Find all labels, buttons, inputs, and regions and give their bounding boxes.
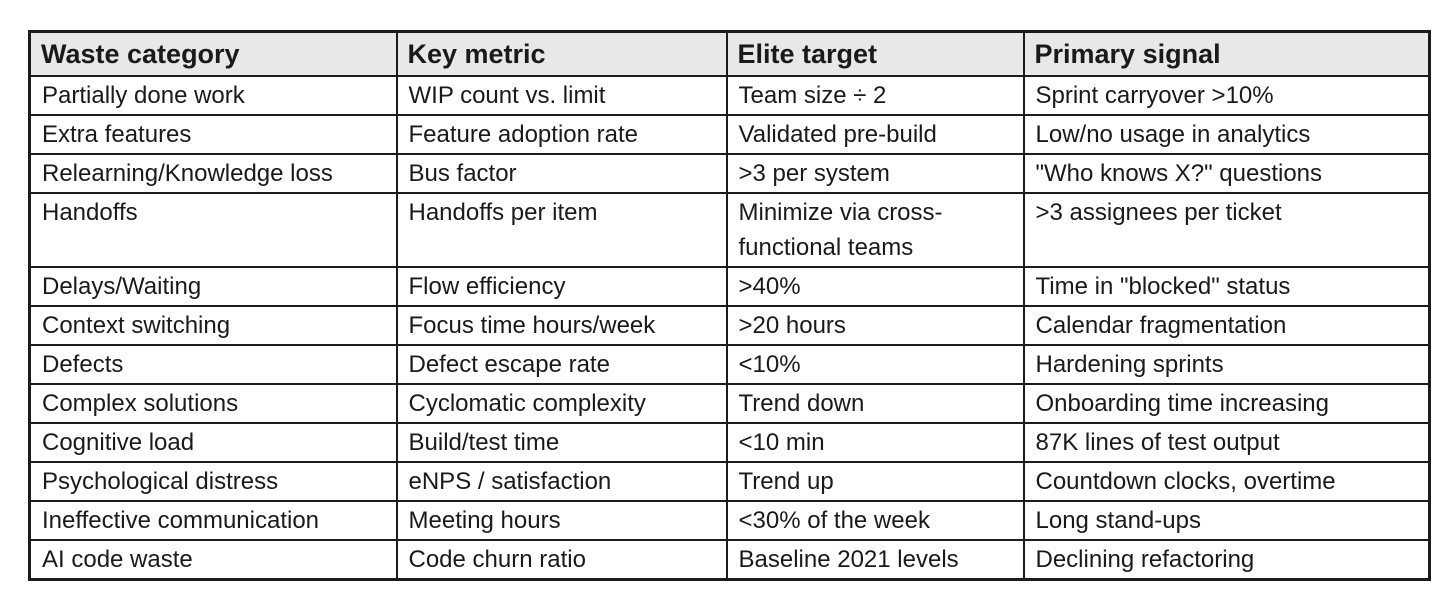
table-row: Extra features Feature adoption rate Val… (28, 114, 1431, 155)
table-cell: Defect escape rate (395, 344, 728, 385)
table-cell: Context switching (28, 305, 398, 346)
table-row: Handoffs Handoffs per item Minimize via … (28, 192, 1431, 268)
table-row: Partially done work WIP count vs. limit … (28, 75, 1431, 116)
table-cell: Long stand-ups (1022, 500, 1431, 541)
table-cell: Calendar fragmentation (1022, 305, 1431, 346)
waste-metrics-table: Waste category Key metric Elite target P… (28, 30, 1431, 581)
table-cell: Defects (28, 344, 398, 385)
table-cell: Baseline 2021 levels (725, 539, 1025, 581)
table-row: Context switching Focus time hours/week … (28, 305, 1431, 346)
table-cell: Trend up (725, 461, 1025, 502)
table-cell: Relearning/Knowledge loss (28, 153, 398, 194)
table-cell: Build/test time (395, 422, 728, 463)
table-cell: Flow efficiency (395, 266, 728, 307)
table-cell: >3 per system (725, 153, 1025, 194)
table-cell: >40% (725, 266, 1025, 307)
table-cell: <10% (725, 344, 1025, 385)
table-cell: Handoffs (28, 192, 398, 268)
table-cell: Onboarding time increasing (1022, 383, 1431, 424)
table-row: Relearning/Knowledge loss Bus factor >3 … (28, 153, 1431, 194)
table-cell: Trend down (725, 383, 1025, 424)
table-cell: Focus time hours/week (395, 305, 728, 346)
table-cell: Countdown clocks, overtime (1022, 461, 1431, 502)
table-cell: <10 min (725, 422, 1025, 463)
table-row: Psychological distress eNPS / satisfacti… (28, 461, 1431, 502)
table-cell: Bus factor (395, 153, 728, 194)
table-cell: Team size ÷ 2 (725, 75, 1025, 116)
table-row: Delays/Waiting Flow efficiency >40% Time… (28, 266, 1431, 307)
table-cell: Code churn ratio (395, 539, 728, 581)
table-cell: Validated pre-build (725, 114, 1025, 155)
table-cell: Meeting hours (395, 500, 728, 541)
table-cell: >20 hours (725, 305, 1025, 346)
table-cell: Sprint carryover >10% (1022, 75, 1431, 116)
column-header-key-metric: Key metric (395, 30, 728, 77)
table-cell: Hardening sprints (1022, 344, 1431, 385)
table-row: Complex solutions Cyclomatic complexity … (28, 383, 1431, 424)
table-row: Cognitive load Build/test time <10 min 8… (28, 422, 1431, 463)
table-cell: 87K lines of test output (1022, 422, 1431, 463)
table-cell: <30% of the week (725, 500, 1025, 541)
column-header-elite-target: Elite target (725, 30, 1025, 77)
table-cell: Minimize via cross-functional teams (725, 192, 1025, 268)
table-row: AI code waste Code churn ratio Baseline … (28, 539, 1431, 581)
table-cell: >3 assignees per ticket (1022, 192, 1431, 268)
table-row: Defects Defect escape rate <10% Hardenin… (28, 344, 1431, 385)
table-cell: Complex solutions (28, 383, 398, 424)
table-cell: WIP count vs. limit (395, 75, 728, 116)
table-cell: Low/no usage in analytics (1022, 114, 1431, 155)
table-cell: "Who knows X?" questions (1022, 153, 1431, 194)
table-cell: Delays/Waiting (28, 266, 398, 307)
table-cell: Cyclomatic complexity (395, 383, 728, 424)
table-cell: eNPS / satisfaction (395, 461, 728, 502)
column-header-primary-signal: Primary signal (1022, 30, 1431, 77)
table-cell: Declining refactoring (1022, 539, 1431, 581)
table-cell: Feature adoption rate (395, 114, 728, 155)
table-cell: Handoffs per item (395, 192, 728, 268)
table-cell: Cognitive load (28, 422, 398, 463)
table-cell: Psychological distress (28, 461, 398, 502)
table-cell: AI code waste (28, 539, 398, 581)
table-cell: Partially done work (28, 75, 398, 116)
table-cell: Ineffective communication (28, 500, 398, 541)
column-header-waste-category: Waste category (28, 30, 398, 77)
table-header-row: Waste category Key metric Elite target P… (28, 30, 1431, 77)
table-row: Ineffective communication Meeting hours … (28, 500, 1431, 541)
table-cell: Time in "blocked" status (1022, 266, 1431, 307)
table-cell: Extra features (28, 114, 398, 155)
